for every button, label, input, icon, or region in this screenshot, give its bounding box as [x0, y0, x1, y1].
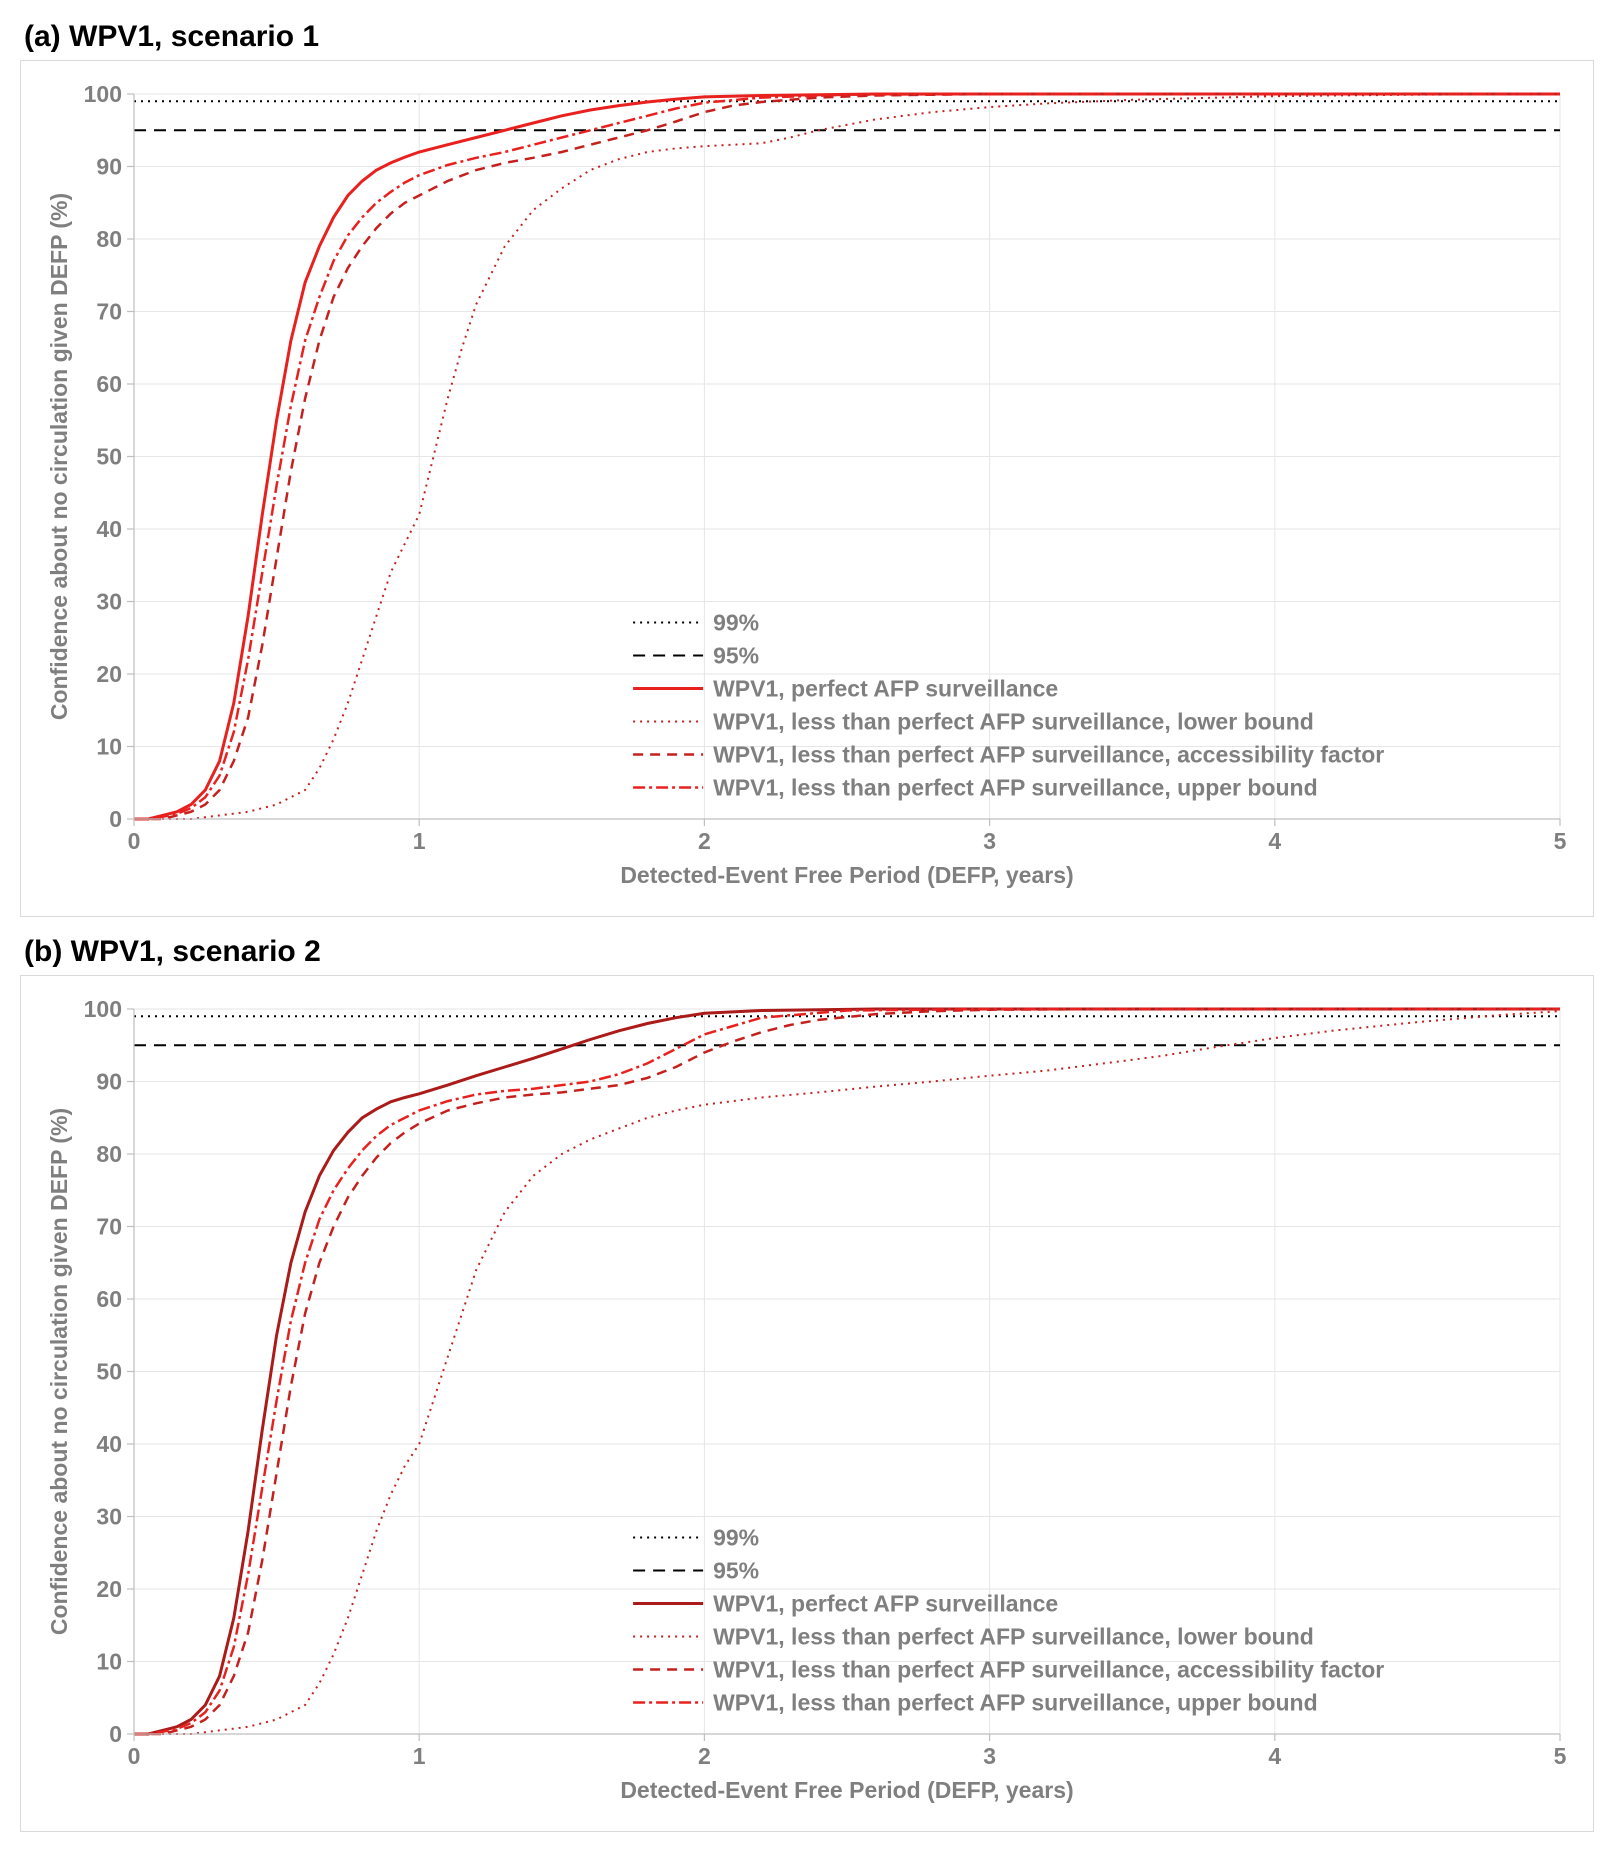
legend-label: WPV1, less than perfect AFP surveillance…	[713, 1657, 1384, 1683]
y-tick-label: 10	[96, 734, 122, 760]
legend-label: WPV1, less than perfect AFP surveillance…	[713, 709, 1314, 735]
x-tick-label: 2	[698, 828, 711, 854]
y-tick-label: 100	[84, 81, 122, 107]
legend-label: WPV1, less than perfect AFP surveillance…	[713, 1690, 1318, 1716]
legend-label: 95%	[713, 643, 759, 669]
y-axis-label: Confidence about no circulation given DE…	[46, 193, 72, 720]
y-tick-label: 10	[96, 1649, 122, 1675]
y-tick-label: 50	[96, 1359, 122, 1385]
chart-svg: 0123450102030405060708090100Detected-Eve…	[39, 79, 1575, 899]
y-axis-label: Confidence about no circulation given DE…	[46, 1108, 72, 1635]
legend-label: 99%	[713, 1525, 759, 1551]
x-tick-label: 4	[1268, 828, 1281, 854]
x-tick-label: 3	[983, 1743, 996, 1769]
legend-label: WPV1, less than perfect AFP surveillance…	[713, 775, 1318, 801]
legend-label: WPV1, perfect AFP surveillance	[713, 676, 1058, 702]
y-tick-label: 60	[96, 371, 122, 397]
y-tick-label: 40	[96, 1431, 122, 1457]
y-tick-label: 0	[109, 1721, 122, 1747]
y-tick-label: 20	[96, 1576, 122, 1602]
chart-box: 0123450102030405060708090100Detected-Eve…	[20, 60, 1594, 917]
y-tick-label: 80	[96, 1141, 122, 1167]
panel-title: (a) WPV1, scenario 1	[24, 20, 1594, 54]
chart-panel: (a) WPV1, scenario 101234501020304050607…	[20, 20, 1594, 917]
y-tick-label: 40	[96, 516, 122, 542]
y-tick-label: 0	[109, 806, 122, 832]
y-tick-label: 90	[96, 154, 122, 180]
x-tick-label: 4	[1268, 1743, 1281, 1769]
x-tick-label: 5	[1554, 1743, 1567, 1769]
y-tick-label: 80	[96, 226, 122, 252]
legend-label: WPV1, less than perfect AFP surveillance…	[713, 742, 1384, 768]
legend-label: WPV1, perfect AFP surveillance	[713, 1591, 1058, 1617]
chart-panel: (b) WPV1, scenario 201234501020304050607…	[20, 935, 1594, 1832]
x-tick-label: 2	[698, 1743, 711, 1769]
x-tick-label: 3	[983, 828, 996, 854]
y-tick-label: 90	[96, 1069, 122, 1095]
chart-box: 0123450102030405060708090100Detected-Eve…	[20, 975, 1594, 1832]
y-tick-label: 20	[96, 661, 122, 687]
x-axis-label: Detected-Event Free Period (DEFP, years)	[620, 862, 1073, 888]
x-tick-label: 1	[413, 828, 426, 854]
y-tick-label: 30	[96, 1504, 122, 1530]
legend-label: 95%	[713, 1558, 759, 1584]
legend-label: WPV1, less than perfect AFP surveillance…	[713, 1624, 1314, 1650]
legend-label: 99%	[713, 610, 759, 636]
y-tick-label: 100	[84, 996, 122, 1022]
y-tick-label: 50	[96, 444, 122, 470]
chart-svg: 0123450102030405060708090100Detected-Eve…	[39, 994, 1575, 1814]
y-tick-label: 70	[96, 299, 122, 325]
panel-title: (b) WPV1, scenario 2	[24, 935, 1594, 969]
x-tick-label: 0	[128, 1743, 141, 1769]
x-tick-label: 1	[413, 1743, 426, 1769]
figure-container: (a) WPV1, scenario 101234501020304050607…	[20, 20, 1594, 1832]
x-tick-label: 0	[128, 828, 141, 854]
y-tick-label: 60	[96, 1286, 122, 1312]
y-tick-label: 30	[96, 589, 122, 615]
y-tick-label: 70	[96, 1214, 122, 1240]
x-axis-label: Detected-Event Free Period (DEFP, years)	[620, 1777, 1073, 1803]
x-tick-label: 5	[1554, 828, 1567, 854]
